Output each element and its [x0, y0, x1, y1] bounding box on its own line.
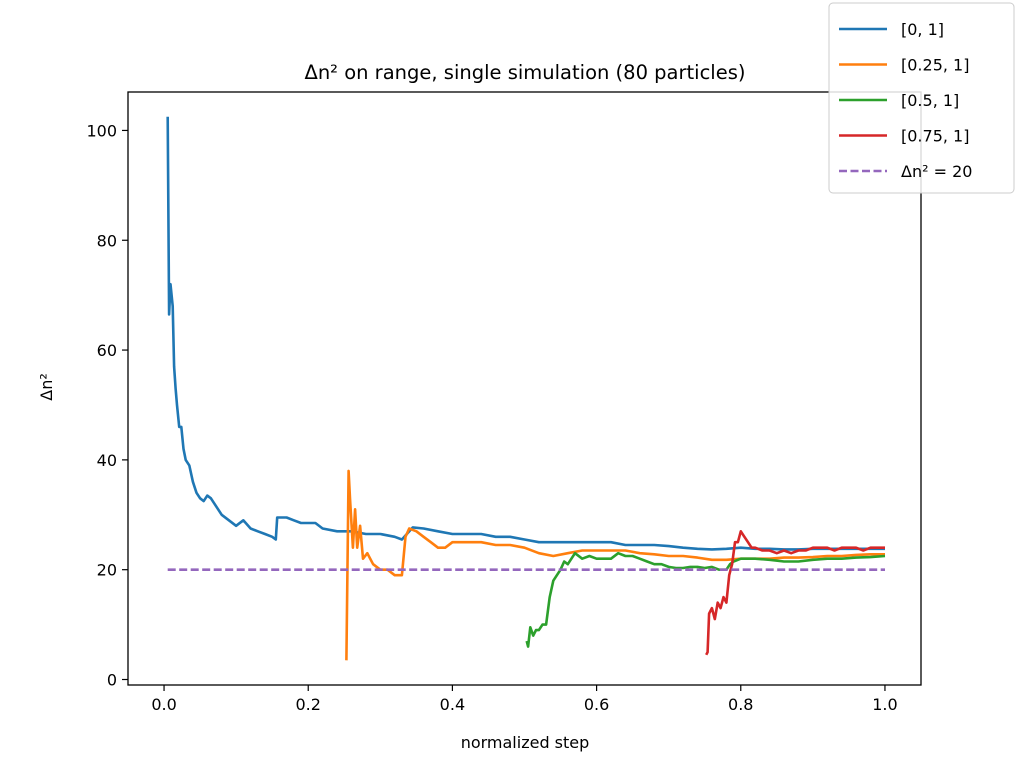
- series-line-1: [345, 469, 885, 661]
- y-tick-label: 80: [97, 231, 117, 250]
- series-line-3: [705, 530, 885, 656]
- legend-label-2: [0.5, 1]: [901, 91, 959, 110]
- x-tick-label: 0.6: [584, 695, 609, 714]
- chart-title: Δn² on range, single simulation (80 part…: [304, 61, 745, 84]
- axes-frame: [127, 91, 922, 686]
- y-tick-label: 40: [97, 451, 117, 470]
- x-tick-label: 0.8: [728, 695, 753, 714]
- x-tick-label: 0.4: [440, 695, 465, 714]
- legend-label-0: [0, 1]: [901, 20, 944, 39]
- legend-label-1: [0.25, 1]: [901, 56, 969, 75]
- plot-area: [166, 116, 886, 661]
- x-tick-label: 0.2: [296, 695, 321, 714]
- x-tick-label: 1.0: [872, 695, 897, 714]
- y-tick-label: 60: [97, 341, 117, 360]
- axes: 0.0 0.2 0.4 0.6 0.8 1.0 0 20 40 60 80 100: [86, 91, 922, 714]
- x-axis-label: normalized step: [461, 733, 590, 752]
- legend: [0, 1] [0.25, 1] [0.5, 1] [0.75, 1] Δn² = 20: [828, 2, 1015, 194]
- y-tick-label: 100: [86, 121, 117, 140]
- series-line-0: [166, 116, 885, 551]
- y-axis-label: Δn²: [37, 373, 56, 401]
- legend-label-3: [0.75, 1]: [901, 127, 969, 146]
- series-line-2: [525, 551, 886, 648]
- legend-label-4: Δn² = 20: [901, 162, 972, 181]
- y-tick-label: 20: [97, 561, 117, 580]
- y-tick-label: 0: [107, 671, 117, 690]
- x-tick-label: 0.0: [151, 695, 176, 714]
- legend-box: [828, 2, 1015, 194]
